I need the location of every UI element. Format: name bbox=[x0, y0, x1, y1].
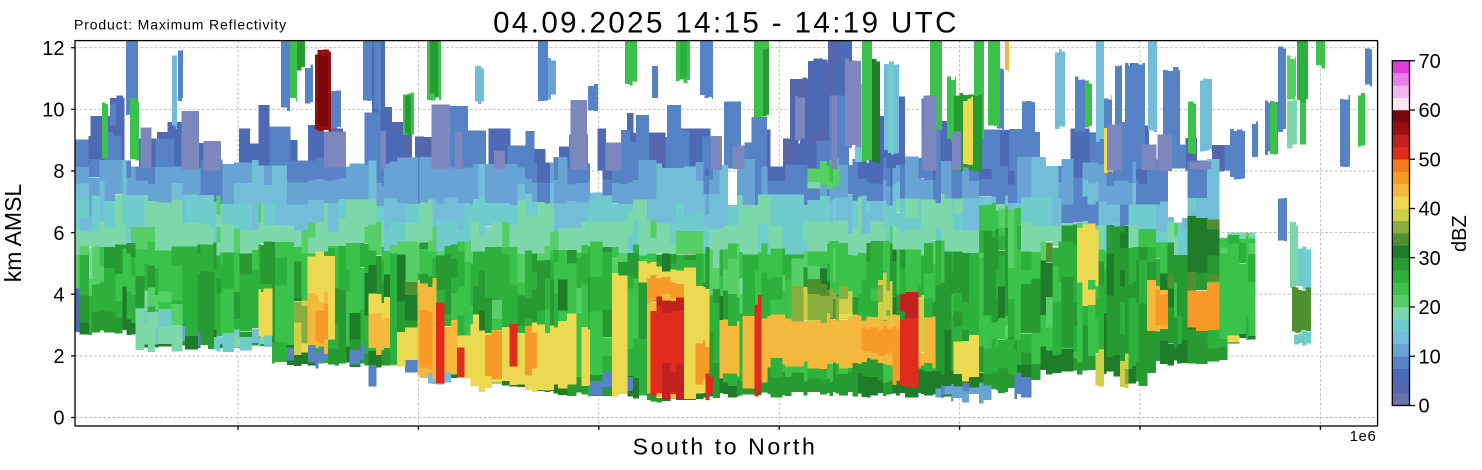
svg-text:12: 12 bbox=[42, 38, 64, 60]
svg-text:0: 0 bbox=[1419, 396, 1430, 418]
svg-text:70: 70 bbox=[1419, 51, 1441, 73]
svg-text:60: 60 bbox=[1419, 100, 1441, 122]
svg-text:04.09.2025 14:15 - 14:19 UTC: 04.09.2025 14:15 - 14:19 UTC bbox=[493, 7, 959, 40]
svg-text:30: 30 bbox=[1419, 248, 1441, 270]
svg-text:10: 10 bbox=[42, 100, 64, 122]
svg-text:Product: Maximum Reflectivity: Product: Maximum Reflectivity bbox=[74, 17, 287, 33]
svg-text:8: 8 bbox=[53, 161, 64, 183]
svg-text:dBZ: dBZ bbox=[1449, 215, 1471, 252]
svg-text:40: 40 bbox=[1419, 199, 1441, 221]
svg-text:1e6: 1e6 bbox=[1350, 428, 1377, 445]
svg-text:2: 2 bbox=[53, 346, 64, 368]
svg-text:km AMSL: km AMSL bbox=[0, 184, 26, 283]
svg-text:20: 20 bbox=[1419, 297, 1441, 319]
svg-text:0: 0 bbox=[53, 408, 64, 430]
svg-text:10: 10 bbox=[1419, 346, 1441, 368]
svg-text:50: 50 bbox=[1419, 149, 1441, 171]
svg-text:6: 6 bbox=[53, 223, 64, 245]
svg-text:South to North: South to North bbox=[633, 434, 818, 460]
svg-text:4: 4 bbox=[53, 284, 64, 306]
